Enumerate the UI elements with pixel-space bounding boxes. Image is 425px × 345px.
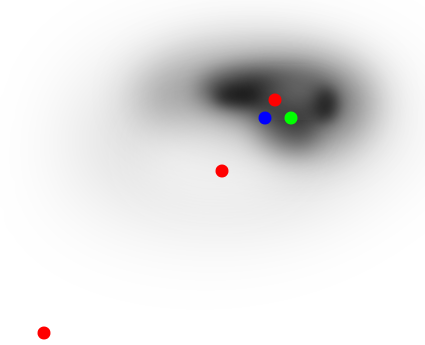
red-marker-bottom-left (37, 326, 51, 340)
density-peak (216, 89, 337, 121)
light-bulge (140, 115, 290, 205)
green-marker (284, 111, 298, 125)
red-marker-top (268, 93, 282, 107)
red-marker-center (215, 164, 229, 178)
blue-marker (258, 111, 272, 125)
